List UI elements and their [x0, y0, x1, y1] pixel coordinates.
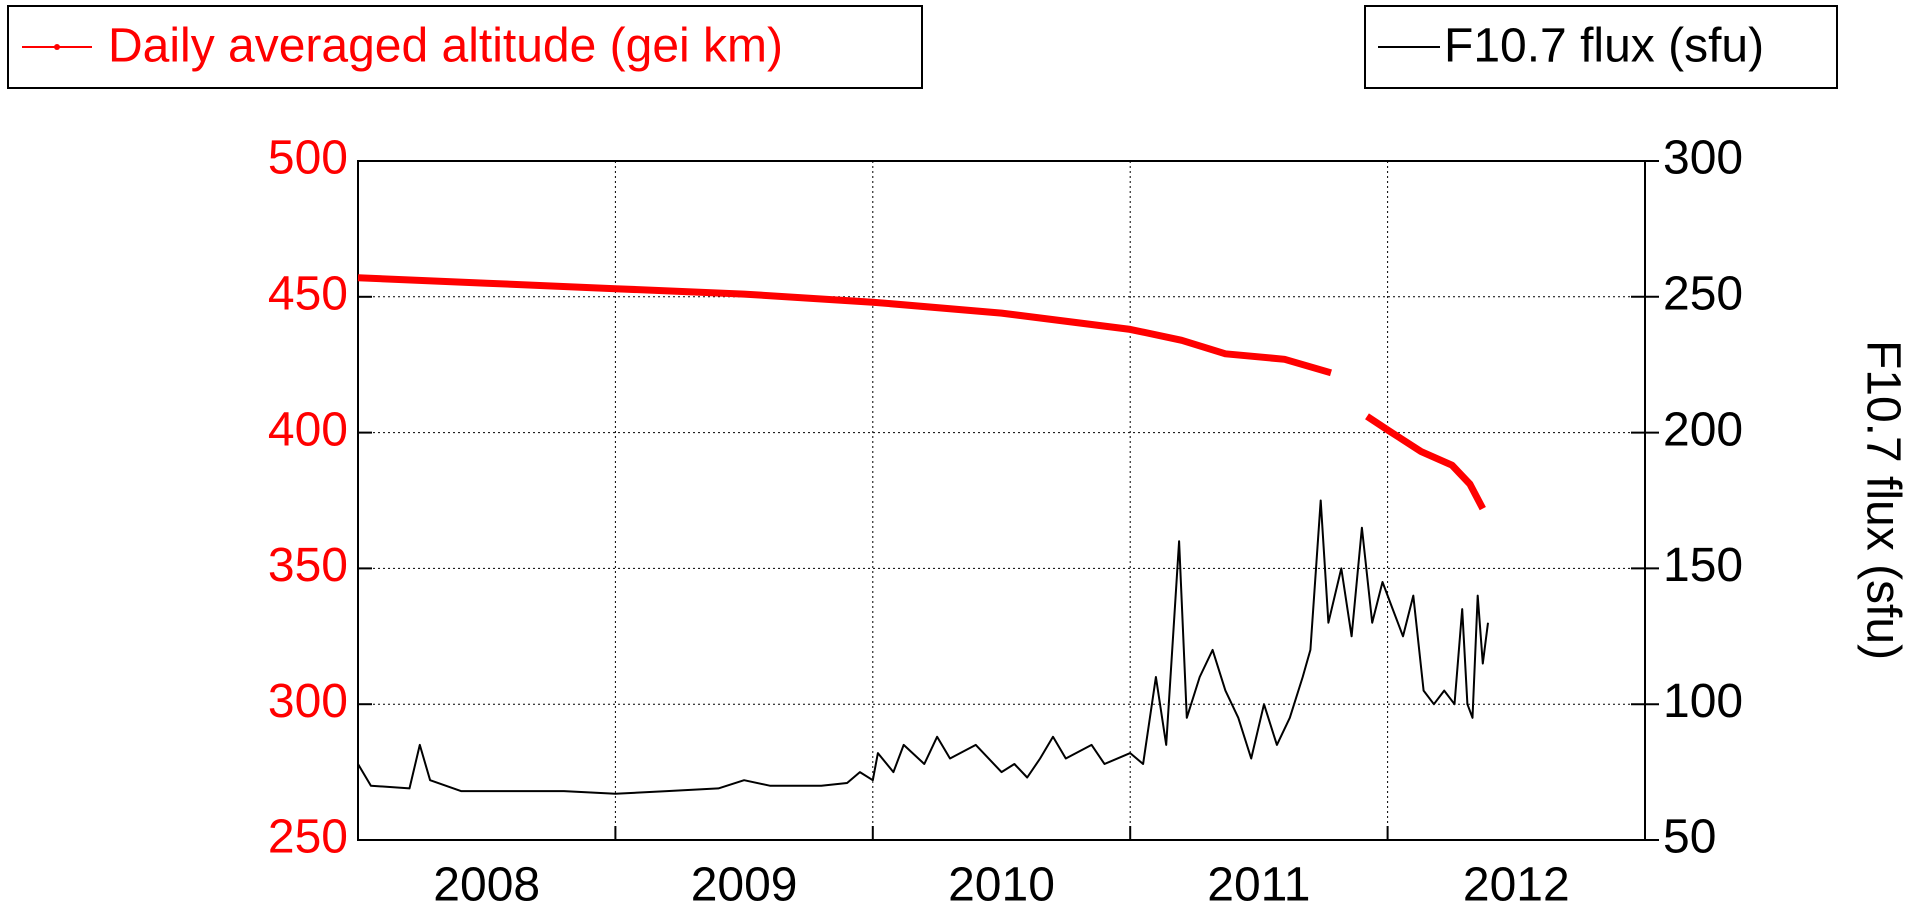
legend-box	[7, 5, 923, 89]
legend-dot	[54, 44, 60, 50]
y2-tick-label: 200	[1663, 403, 1743, 456]
y-tick-label: 450	[268, 267, 348, 320]
y2-tick-label: 150	[1663, 539, 1743, 592]
legend-box	[1364, 5, 1838, 89]
legend-label: F10.7 flux (sfu)	[1444, 20, 1764, 73]
y-tick-label: 300	[268, 675, 348, 728]
y-tick-label: 500	[268, 132, 348, 185]
plot-frame	[357, 160, 1646, 841]
y2-tick-label: 50	[1663, 811, 1716, 864]
y-tick-label: 350	[268, 539, 348, 592]
x-tick-label: 2012	[1463, 859, 1570, 910]
x-tick-label: 2008	[433, 859, 540, 910]
y-tick-label: 400	[268, 403, 348, 456]
y-tick-label: 250	[268, 811, 348, 864]
series-line	[357, 274, 1486, 511]
series-line	[357, 499, 1489, 795]
y2-tick-label: 300	[1663, 132, 1743, 185]
y2-tick-label: 100	[1663, 675, 1743, 728]
x-tick-label: 2010	[948, 859, 1055, 910]
x-tick-label: 2011	[1207, 859, 1310, 910]
y2-axis-label: F10.7 flux (sfu)	[1856, 340, 1909, 660]
legend-label: Daily averaged altitude (gei km)	[108, 20, 783, 73]
y2-tick-label: 250	[1663, 267, 1743, 320]
x-tick-label: 2009	[691, 859, 798, 910]
